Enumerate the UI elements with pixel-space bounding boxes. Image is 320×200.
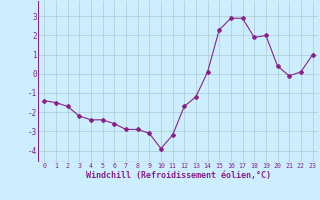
X-axis label: Windchill (Refroidissement éolien,°C): Windchill (Refroidissement éolien,°C) [86,171,271,180]
